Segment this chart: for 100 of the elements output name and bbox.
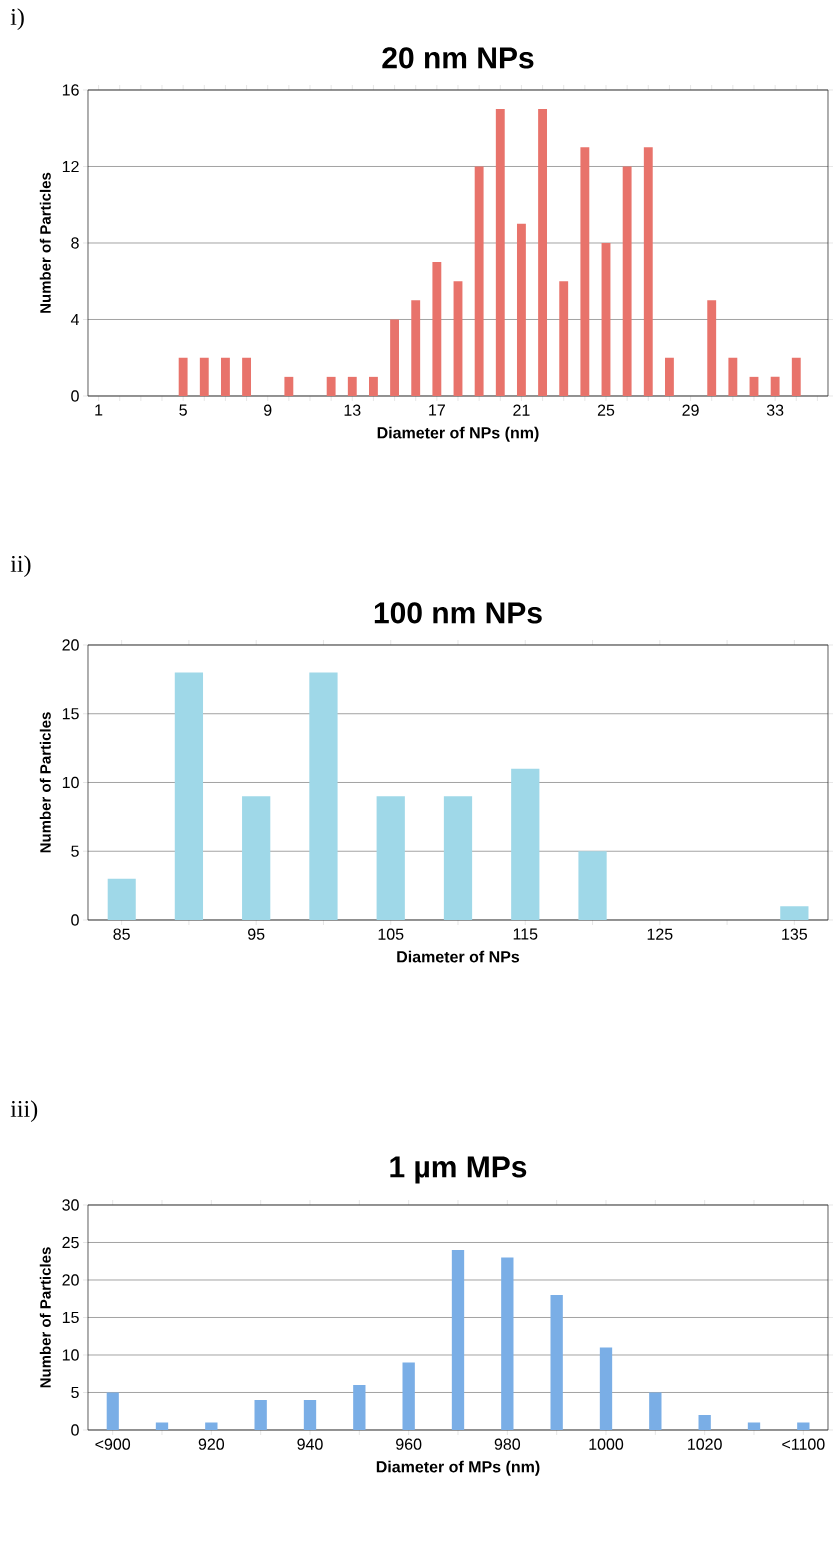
y-tick-label: 12 xyxy=(62,160,79,173)
y-tick-label: 4 xyxy=(70,313,79,325)
x-tick-label: 960 xyxy=(396,1438,422,1450)
bar xyxy=(353,1384,366,1430)
bar xyxy=(220,357,230,396)
x-tick-label: 25 xyxy=(597,404,615,416)
bar xyxy=(580,147,590,396)
bar xyxy=(747,1422,761,1430)
bar xyxy=(601,242,611,396)
bar xyxy=(698,1414,711,1430)
bar xyxy=(578,851,607,920)
y-tick-label: 10 xyxy=(62,776,79,789)
bar xyxy=(707,300,717,396)
bar xyxy=(622,166,632,396)
bar xyxy=(368,376,378,396)
x-tick-label: 105 xyxy=(378,928,404,940)
x-tick-label: 115 xyxy=(513,928,538,940)
bar xyxy=(511,768,540,920)
y-tick-label: 8 xyxy=(71,237,79,249)
bar xyxy=(538,109,548,396)
bar xyxy=(376,796,405,920)
text: i) xyxy=(10,8,24,30)
x-tick-label: 125 xyxy=(647,928,673,940)
bar xyxy=(242,357,252,396)
bar xyxy=(797,1422,810,1430)
bar xyxy=(432,262,442,396)
bar xyxy=(649,1392,662,1430)
bar xyxy=(402,1362,415,1430)
y-tick-label: 20 xyxy=(62,1274,79,1286)
bar xyxy=(599,1347,613,1430)
x-tick-label: 940 xyxy=(297,1438,323,1450)
y-tick-label: 0 xyxy=(71,390,79,402)
bar xyxy=(453,281,463,396)
x-tick-label: 95 xyxy=(248,928,265,940)
bar xyxy=(347,376,357,396)
bar xyxy=(780,906,809,920)
bar xyxy=(643,147,653,396)
bar xyxy=(559,281,569,396)
bar xyxy=(550,1294,563,1430)
bar xyxy=(155,1422,169,1430)
x-axis-title: Diameter of NPs (nm) xyxy=(377,426,539,442)
x-tick-label: <900 xyxy=(95,1438,131,1450)
y-tick-label: 0 xyxy=(71,914,79,926)
bar xyxy=(390,319,400,396)
x-tick-label: 33 xyxy=(766,404,784,416)
bar xyxy=(284,376,294,396)
x-tick-label: 5 xyxy=(179,404,187,416)
x-tick-label: 9 xyxy=(264,404,272,416)
y-tick-label: 15 xyxy=(62,1311,79,1324)
bar xyxy=(174,672,204,920)
bar xyxy=(106,1392,119,1430)
bar xyxy=(770,376,780,396)
x-tick-label: 1020 xyxy=(688,1438,722,1450)
bar xyxy=(178,357,188,396)
x-tick-label: 13 xyxy=(344,404,361,416)
x-tick-label: 980 xyxy=(494,1438,521,1450)
bar xyxy=(309,672,338,920)
bar xyxy=(411,300,421,396)
y-tick-label: 5 xyxy=(71,845,79,857)
bar xyxy=(443,796,473,920)
bar xyxy=(205,1422,218,1430)
y-tick-label: 25 xyxy=(62,1236,79,1249)
y-axis-title: Number of Particles xyxy=(39,172,51,313)
bar xyxy=(501,1257,514,1430)
y-tick-label: 10 xyxy=(62,1349,79,1361)
x-axis-title: Diameter of NPs xyxy=(397,950,520,963)
y-tick-label: 16 xyxy=(62,84,79,96)
chart-title: 1 µm MPs xyxy=(390,1156,527,1184)
x-tick-label: <1100 xyxy=(782,1438,825,1450)
y-tick-label: 30 xyxy=(62,1199,79,1211)
bar xyxy=(107,878,136,920)
y-tick-label: 0 xyxy=(71,1424,79,1436)
y-tick-label: 5 xyxy=(71,1386,79,1399)
bar xyxy=(242,796,271,920)
bar xyxy=(516,223,526,396)
x-tick-label: 21 xyxy=(513,404,530,416)
bar xyxy=(474,166,484,396)
x-tick-label: 135 xyxy=(782,928,808,940)
bar xyxy=(495,109,505,396)
y-tick-label: 20 xyxy=(62,639,79,651)
y-axis-title: Number of Particles xyxy=(39,712,51,853)
bar xyxy=(199,357,209,396)
bar xyxy=(254,1399,267,1430)
x-tick-label: 29 xyxy=(682,404,699,416)
y-tick-label: 15 xyxy=(62,708,79,720)
bar xyxy=(664,357,674,396)
text: iii) xyxy=(10,1100,38,1122)
x-tick-label: 920 xyxy=(198,1438,225,1450)
bar xyxy=(728,357,738,396)
bar xyxy=(791,357,801,396)
chart-title: 20 nm NPs xyxy=(382,47,534,69)
x-tick-label: 85 xyxy=(113,928,130,940)
x-axis-title: Diameter of MPs (nm) xyxy=(376,1460,540,1476)
bar xyxy=(326,376,336,396)
y-axis-title: Number of Particles xyxy=(39,1247,51,1388)
bar xyxy=(451,1249,465,1430)
x-tick-label: 17 xyxy=(429,404,445,416)
chart-title: 100 nm NPs xyxy=(374,602,542,624)
bar xyxy=(303,1399,317,1430)
x-tick-label: 1 xyxy=(95,404,103,416)
